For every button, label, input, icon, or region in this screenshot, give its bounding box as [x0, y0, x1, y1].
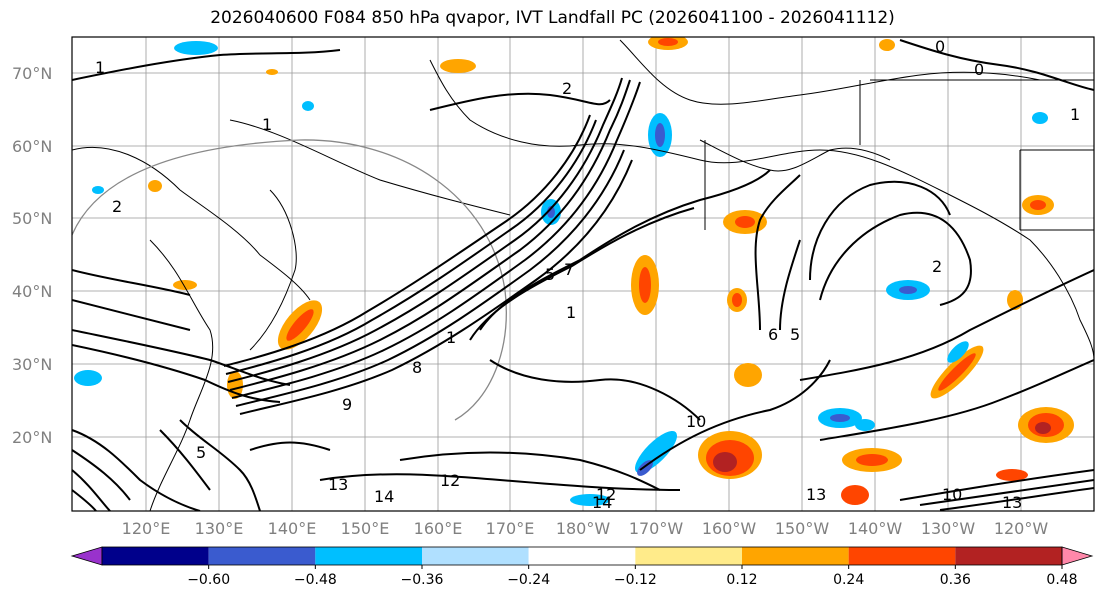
contour-label: 1: [446, 328, 456, 347]
contour-label: 13: [806, 485, 826, 504]
latitude-labels: 70°N 60°N 50°N 40°N 30°N 20°N: [12, 64, 52, 447]
contour-label: 2: [562, 79, 572, 98]
colorbar-tick-label: 0.36: [940, 572, 971, 588]
colorbar-segment: [635, 547, 742, 565]
map-frame: [71, 36, 1095, 512]
colorbar-segment: [528, 547, 636, 565]
colorbar-tick-label: 0.12: [726, 572, 757, 588]
colorbar-segment: [955, 547, 1062, 565]
lon-label: 160°W: [702, 519, 757, 538]
contour-label: 5: [196, 443, 206, 462]
lon-label: 140°W: [848, 519, 903, 538]
colorbar-segment: [102, 547, 209, 565]
colorbar-extend-high: [1061, 546, 1094, 566]
contour-label: 1: [1070, 105, 1080, 124]
colorbar-tick-label: −0.24: [507, 572, 550, 588]
coastlines: [72, 39, 1094, 511]
lon-label: 130°E: [195, 519, 244, 538]
colorbar-extend-low: [70, 546, 103, 566]
colorbar-segment: [742, 547, 849, 565]
colorbar-tick-label: 0.48: [1046, 572, 1077, 588]
contour-label: 1: [262, 115, 272, 134]
colorbar: −0.60 −0.48 −0.36 −0.24 −0.12 0.12 0.24 0.36 0.4…: [70, 546, 1094, 588]
graticule: [72, 37, 1094, 511]
contour-label: 12: [596, 485, 616, 504]
colorbar-tick-label: −0.48: [294, 572, 337, 588]
colorbar-tick-label: −0.60: [187, 572, 230, 588]
contour-label: 6: [768, 325, 778, 344]
lat-label: 40°N: [12, 282, 52, 301]
contour-label: 2: [932, 257, 942, 276]
contour-label: 14: [592, 493, 612, 512]
lon-label: 120°W: [994, 519, 1049, 538]
contour-label: 9: [342, 395, 352, 414]
lon-label: 140°E: [268, 519, 317, 538]
contour-label: 2: [112, 197, 122, 216]
colorbar-segment: [422, 547, 529, 565]
contour-label: 5: [790, 325, 800, 344]
contour-labels: 1 2 0 2 1 2 1 7 5 1 6 5 8 9 10 12 13 14 …: [95, 37, 1080, 512]
contour-label: 0: [974, 60, 984, 79]
landfall-arc: [72, 139, 507, 421]
contour-label: 10: [686, 412, 706, 431]
lat-label: 60°N: [12, 137, 52, 156]
longitude-labels: 120°E 130°E 140°E 150°E 160°E 170°E 180°…: [122, 519, 1049, 538]
lat-label: 70°N: [12, 64, 52, 83]
contour-label: 13: [1002, 493, 1022, 512]
contour-label: 8: [412, 358, 422, 377]
colorbar-segment: [208, 547, 316, 565]
lon-label: 150°W: [775, 519, 830, 538]
lon-label: 150°E: [341, 519, 390, 538]
contour-label: 7: [564, 260, 574, 279]
contour-label: 12: [440, 471, 460, 490]
contour-label: 1: [566, 303, 576, 322]
map-title: 2026040600 F084 850 hPa qvapor, IVT Land…: [210, 8, 895, 28]
qvapor-shading: [74, 37, 1074, 506]
lat-label: 20°N: [12, 428, 52, 447]
colorbar-outline: [101, 546, 1063, 566]
contour-label: 0: [935, 37, 945, 56]
ivt-contours: [72, 39, 1094, 511]
lon-label: 170°W: [629, 519, 684, 538]
lon-label: 180°W: [556, 519, 611, 538]
colorbar-segment: [848, 547, 956, 565]
contour-label: 14: [374, 487, 394, 506]
lon-label: 130°W: [921, 519, 976, 538]
lon-label: 170°E: [486, 519, 535, 538]
contour-label: 10: [942, 485, 962, 504]
lat-label: 50°N: [12, 209, 52, 228]
contour-label: 5: [545, 265, 555, 284]
colorbar-tick-label: −0.12: [614, 572, 657, 588]
colorbar-tick-label: −0.36: [401, 572, 444, 588]
lat-label: 30°N: [12, 355, 52, 374]
contour-label: 1: [95, 58, 105, 77]
contour-label: 13: [328, 475, 348, 494]
lon-label: 120°E: [122, 519, 171, 538]
colorbar-tick-label: 0.24: [833, 572, 864, 588]
colorbar-segment: [315, 547, 422, 565]
lon-label: 160°E: [414, 519, 463, 538]
